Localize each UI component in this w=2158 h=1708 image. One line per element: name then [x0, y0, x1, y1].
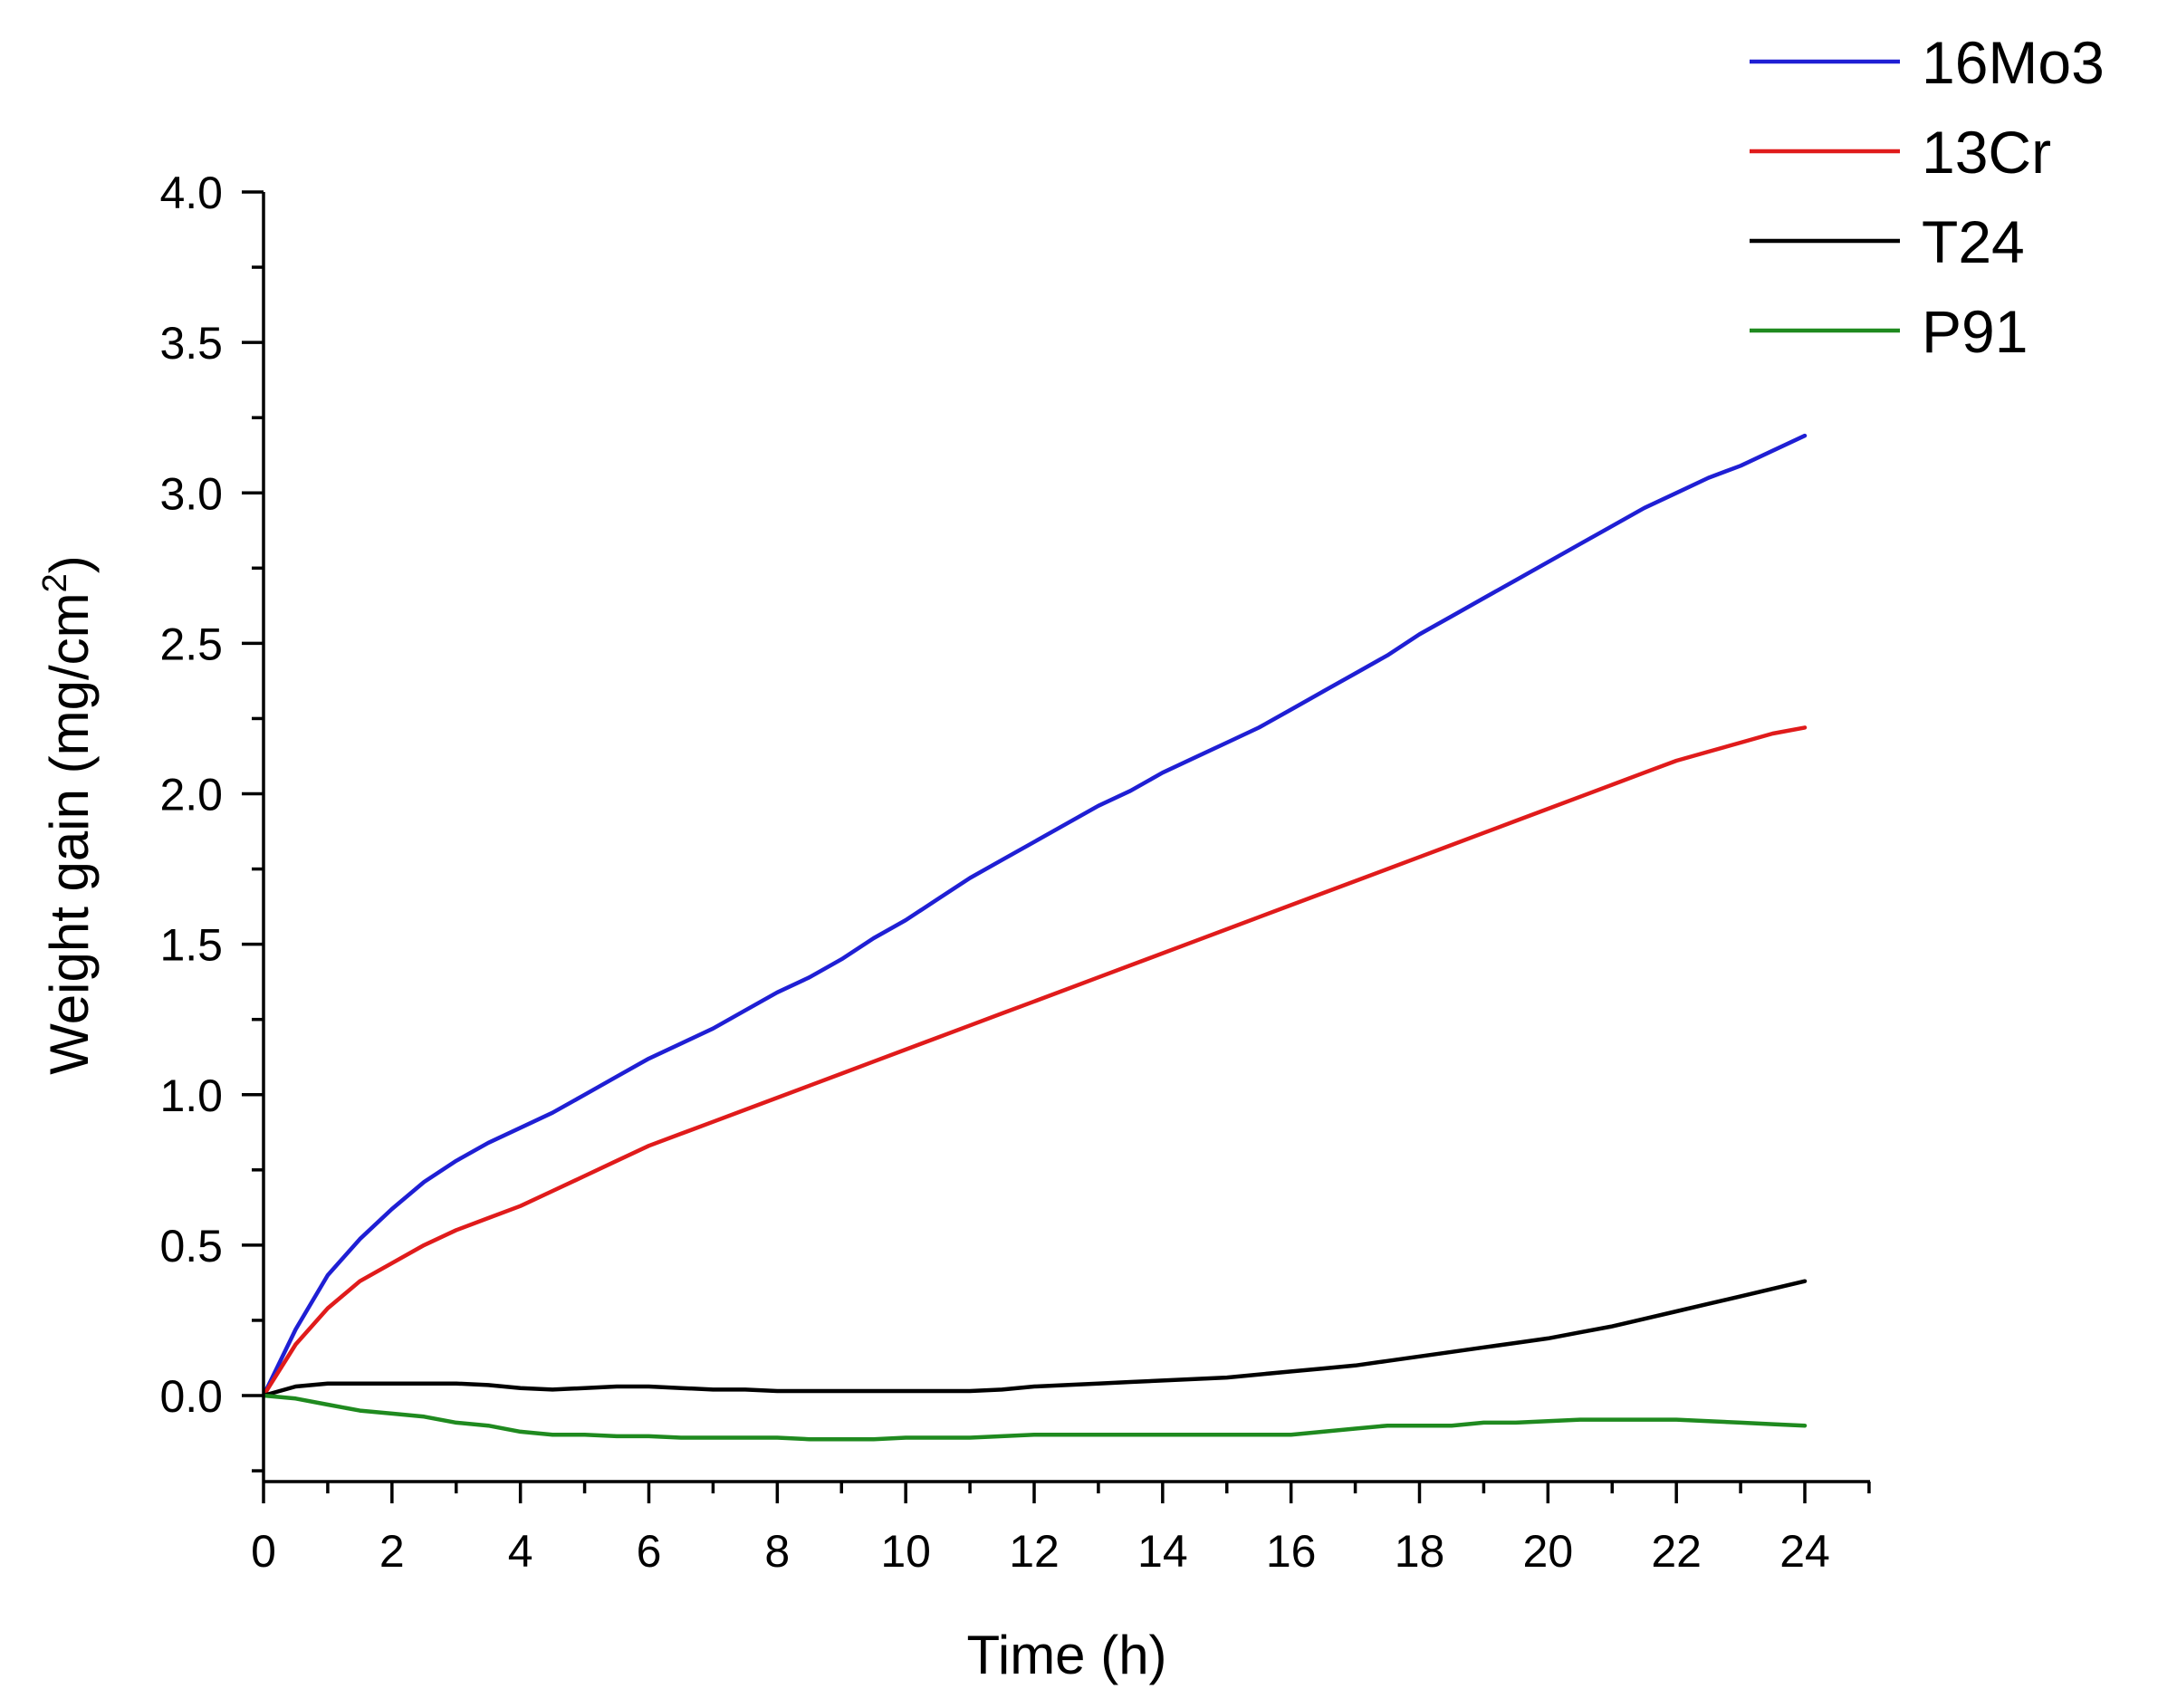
- x-tick-label: 20: [1523, 1526, 1574, 1577]
- series-line-p91: [261, 1393, 1808, 1442]
- y-tick-label: 1.0: [159, 1070, 223, 1121]
- series-line-13cr: [261, 725, 1808, 1398]
- y-axis-title-superscript: 2: [36, 573, 74, 592]
- legend-label-t24: T24: [1922, 208, 2025, 275]
- x-tick-label: 22: [1651, 1526, 1702, 1577]
- legend-label-13cr: 13Cr: [1922, 119, 2051, 186]
- legend: 16Mo3 13Cr T24 P91: [1750, 29, 2105, 365]
- x-tick-label: 12: [1009, 1526, 1060, 1577]
- x-tick-label: 10: [880, 1526, 931, 1577]
- x-axis-title: Time (h): [966, 1625, 1166, 1685]
- y-tick-label: 3.0: [159, 468, 223, 519]
- y-axis-title: Weight gain (mg/cm2): [36, 555, 100, 1075]
- y-tick-label: 2.0: [159, 770, 223, 820]
- y-tick-label: 0.0: [159, 1371, 223, 1422]
- y-tick-label: 1.5: [159, 920, 223, 971]
- x-tick-label: 0: [251, 1526, 276, 1577]
- x-tick-label: 2: [379, 1526, 405, 1577]
- series-line-16mo3: [261, 433, 1808, 1398]
- series-line-t24: [261, 1279, 1808, 1398]
- y-tick-label: 3.5: [159, 318, 223, 369]
- x-tick-label: 8: [764, 1526, 790, 1577]
- x-tick-label: 16: [1266, 1526, 1317, 1577]
- y-axis-title-main: Weight gain (mg/cm: [39, 592, 100, 1074]
- y-tick-label: 0.5: [159, 1221, 223, 1271]
- legend-label-p91: P91: [1922, 298, 2028, 365]
- ticks-layer: 0 2 4 6 8 10 12 14 16 18 20 22 240.00.51.01.52.02.53…: [159, 168, 1871, 1577]
- x-tick-label: 24: [1779, 1526, 1830, 1577]
- x-tick-label: 4: [508, 1526, 533, 1577]
- y-axis-title-end: ): [39, 555, 100, 573]
- x-tick-label: 18: [1395, 1526, 1445, 1577]
- y-tick-label: 4.0: [159, 168, 223, 218]
- legend-label-16mo3: 16Mo3: [1922, 29, 2105, 96]
- x-tick-label: 6: [637, 1526, 662, 1577]
- x-tick-label: 14: [1137, 1526, 1188, 1577]
- series-layer: [261, 433, 1808, 1442]
- y-tick-label: 2.5: [159, 619, 223, 669]
- axes-layer: [262, 192, 1870, 1483]
